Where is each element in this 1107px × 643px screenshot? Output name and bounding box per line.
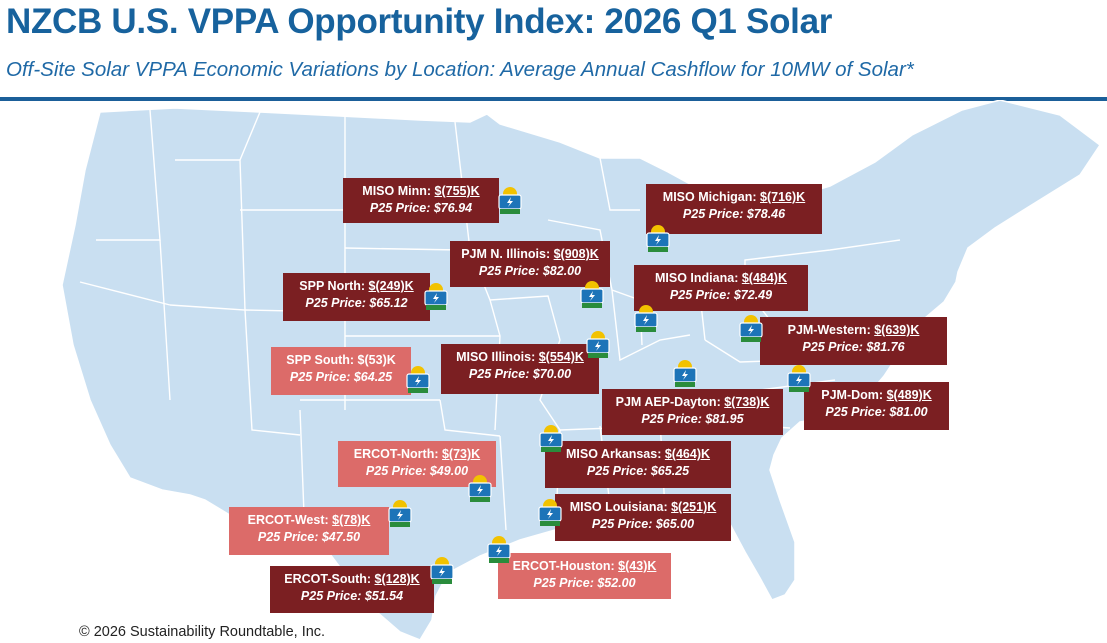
region-label-miso-louisiana: MISO Louisiana: $(251)K P25 Price: $65.0…: [555, 494, 731, 541]
region-name: ERCOT-North: [353, 447, 435, 461]
solar-panel-sun-icon: [646, 225, 670, 252]
header-divider: [0, 97, 1107, 101]
solar-panel-sun-icon: [538, 499, 562, 526]
region-cashflow: $(73)K: [441, 447, 481, 461]
region-cashflow: $(716)K: [760, 190, 806, 204]
solar-panel-sun-icon: [739, 315, 763, 342]
solar-panel-sun-icon: [487, 536, 511, 563]
region-label-pjm-aep-dayton: PJM AEP-Dayton: $(738)K P25 Price: $81.9…: [602, 389, 783, 435]
region-cashflow: $(43)K: [618, 559, 657, 573]
region-name: SPP North: [299, 279, 361, 293]
region-cashflow: $(908)K: [553, 247, 599, 261]
region-name: PJM-Dom: [821, 388, 879, 402]
region-label-spp-north: SPP North: $(249)K P25 Price: $65.12: [283, 273, 430, 321]
region-label-miso-arkansas: MISO Arkansas: $(464)K P25 Price: $65.25: [545, 441, 731, 488]
solar-panel-sun-icon: [498, 187, 522, 214]
region-name: SPP South: [286, 353, 350, 367]
region-name: ERCOT-West: [247, 513, 325, 527]
region-cashflow: $(554)K: [538, 350, 584, 364]
region-price: P25 Price: $81.95: [641, 412, 744, 426]
region-name: MISO Arkansas: [565, 447, 658, 461]
region-label-pjm-western: PJM-Western: $(639)K P25 Price: $81.76: [760, 317, 947, 365]
solar-panel-sun-icon: [787, 365, 811, 392]
region-cashflow: $(755)K: [434, 184, 480, 198]
region-name: MISO Illinois: [456, 350, 532, 364]
region-price: P25 Price: $81.76: [802, 340, 905, 354]
region-label-pjm-dom: PJM-Dom: $(489)K P25 Price: $81.00: [804, 382, 949, 430]
region-name: ERCOT-Houston: [512, 559, 611, 573]
region-label-ercot-south: ERCOT-South: $(128)K P25 Price: $51.54: [270, 566, 434, 613]
region-cashflow: $(249)K: [368, 279, 414, 293]
region-price: P25 Price: $47.50: [257, 530, 361, 544]
region-cashflow: $(484)K: [741, 271, 787, 285]
region-price: P25 Price: $65.25: [586, 464, 690, 478]
region-cashflow: $(53)K: [357, 353, 396, 367]
region-cashflow: $(78)K: [332, 513, 371, 527]
region-price: P25 Price: $70.00: [468, 367, 572, 381]
region-cashflow: $(251)K: [671, 500, 717, 514]
region-name: PJM-Western: [787, 323, 867, 337]
region-price: P25 Price: $65.12: [305, 296, 408, 310]
region-cashflow: $(464)K: [664, 447, 711, 461]
region-label-miso-minn: MISO Minn: $(755)K P25 Price: $76.94: [343, 178, 499, 223]
region-label-miso-michigan: MISO Michigan: $(716)K P25 Price: $78.46: [646, 184, 822, 234]
region-label-ercot-north: ERCOT-North: $(73)K P25 Price: $49.00: [338, 441, 496, 487]
region-cashflow: $(738)K: [724, 395, 770, 409]
region-price: P25 Price: $49.00: [365, 464, 469, 478]
region-label-spp-south: SPP South: $(53)K P25 Price: $64.25: [271, 347, 411, 395]
region-price: P25 Price: $78.46: [682, 207, 786, 221]
region-label-miso-illinois: MISO Illinois: $(554)K P25 Price: $70.00: [441, 344, 599, 394]
region-name: PJM AEP-Dayton: [615, 395, 717, 409]
solar-panel-sun-icon: [406, 366, 430, 393]
region-price: P25 Price: $51.54: [300, 589, 404, 603]
region-cashflow: $(128)K: [374, 572, 420, 586]
solar-panel-sun-icon: [424, 283, 448, 310]
region-price: P25 Price: $81.00: [825, 405, 928, 419]
region-name: MISO Indiana: [655, 271, 735, 285]
region-label-ercot-west: ERCOT-West: $(78)K P25 Price: $47.50: [229, 507, 389, 555]
region-name: MISO Minn: [362, 184, 427, 198]
page-subtitle: Off-Site Solar VPPA Economic Variations …: [6, 58, 914, 81]
region-cashflow: $(489)K: [886, 388, 932, 402]
solar-panel-sun-icon: [586, 331, 610, 358]
region-name: MISO Louisiana: [569, 500, 664, 514]
solar-panel-sun-icon: [539, 425, 563, 452]
region-price: P25 Price: $76.94: [369, 201, 473, 215]
region-price: P25 Price: $64.25: [289, 370, 393, 384]
solar-panel-sun-icon: [468, 475, 492, 502]
solar-panel-sun-icon: [430, 557, 454, 584]
region-label-miso-indiana: MISO Indiana: $(484)K P25 Price: $72.49: [634, 265, 808, 311]
region-cashflow: $(639)K: [874, 323, 920, 337]
region-price: P25 Price: $82.00: [478, 264, 582, 278]
region-name: MISO Michigan: [662, 190, 753, 204]
solar-panel-sun-icon: [388, 500, 412, 527]
region-price: P25 Price: $72.49: [669, 288, 773, 302]
region-name: PJM N. Illinois: [461, 247, 546, 261]
region-name: ERCOT-South: [284, 572, 367, 586]
solar-panel-sun-icon: [673, 360, 697, 387]
solar-panel-sun-icon: [580, 281, 604, 308]
copyright-footer: © 2026 Sustainability Roundtable, Inc.: [79, 624, 326, 640]
region-label-pjm-n-illinois: PJM N. Illinois: $(908)K P25 Price: $82.…: [450, 241, 610, 287]
region-price: P25 Price: $65.00: [591, 517, 695, 531]
solar-panel-sun-icon: [634, 305, 658, 332]
region-label-ercot-houston: ERCOT-Houston: $(43)K P25 Price: $52.00: [498, 553, 671, 599]
page-title: NZCB U.S. VPPA Opportunity Index: 2026 Q…: [6, 2, 833, 41]
region-price: P25 Price: $52.00: [533, 576, 636, 590]
